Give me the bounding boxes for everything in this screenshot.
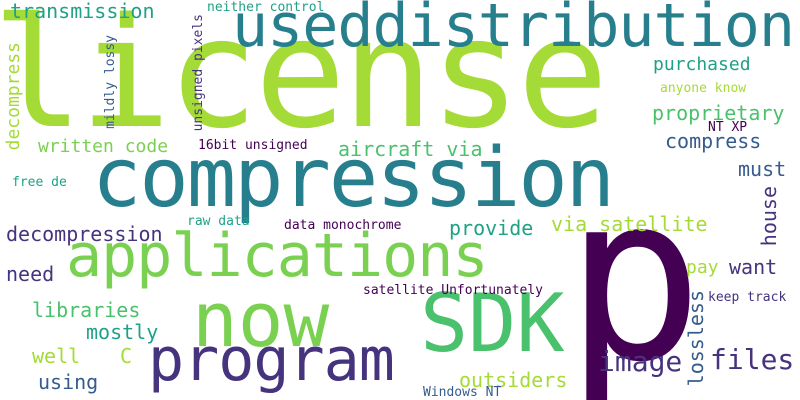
word-house: house	[757, 186, 781, 247]
word-16bit-unsigned: 16bit unsigned	[198, 138, 308, 153]
word-proprietary: proprietary	[652, 101, 785, 125]
word-decompress: decompress	[3, 42, 24, 151]
word-decompression: decompression	[6, 222, 163, 246]
word-libraries: libraries	[32, 298, 141, 322]
word-compress: compress	[665, 129, 762, 153]
word-applications: applications	[66, 221, 488, 291]
word-raw-data: raw data	[187, 214, 250, 229]
word-license: license	[0, 0, 609, 162]
word-now: now	[192, 275, 330, 364]
word-windows-nt: Windows NT	[423, 385, 502, 400]
word-need: need	[6, 262, 55, 286]
word-purchased: purchased	[653, 54, 751, 75]
word-mostly: mostly	[86, 320, 159, 344]
word-via-satellite: via satellite	[551, 212, 708, 236]
word-using: using	[38, 370, 99, 394]
word-pay: pay	[686, 257, 719, 278]
word-free-de: free de	[12, 175, 67, 190]
word-anyone-know: anyone know	[660, 81, 747, 96]
word-want: want	[729, 255, 778, 279]
word-provide: provide	[449, 216, 534, 240]
word-written-code: written code	[38, 136, 169, 157]
word-useddistribution: useddistribution	[232, 0, 795, 61]
word-transmission: transmission	[10, 0, 155, 23]
word-image: image	[598, 345, 683, 378]
word-c: C	[120, 344, 133, 368]
word-data-monochrome: data monochrome	[284, 218, 402, 233]
word-sdk: SDK	[420, 277, 565, 370]
word-lossless: lossless	[684, 290, 708, 387]
word-unsigned-pixels: unsigned pixels	[191, 14, 206, 132]
word-well: well	[32, 344, 81, 368]
word-outsiders: outsiders	[459, 368, 568, 392]
word-must: must	[738, 157, 787, 181]
word-files: files	[710, 343, 795, 376]
word-satellite-unfortunately: satellite Unfortunately	[363, 283, 544, 298]
word-neither-control: neither control	[207, 0, 325, 15]
word-program: program	[148, 325, 395, 395]
word-aircraft-via: aircraft via	[338, 137, 483, 161]
word-nt-xp: NT XP	[708, 120, 748, 135]
word-keep-track: keep track	[708, 290, 787, 305]
word-p: p	[565, 146, 704, 400]
word-mildly-lossy: mildly lossy	[103, 35, 118, 129]
word-compression: compression	[92, 131, 615, 226]
